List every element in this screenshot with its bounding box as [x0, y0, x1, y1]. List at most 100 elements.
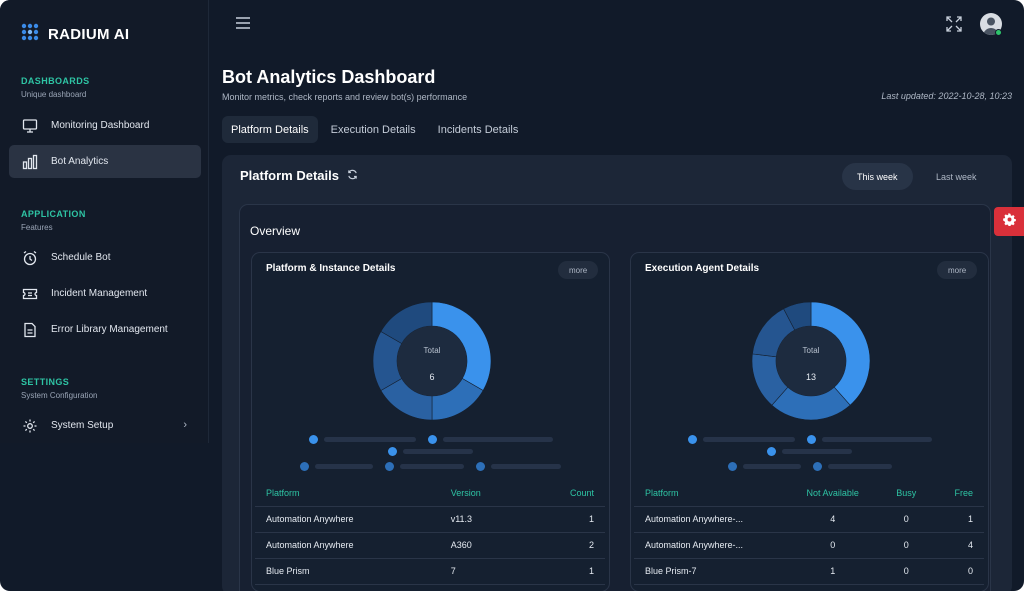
- table-header-row: Platform Version Count: [255, 480, 605, 507]
- table-cell: 0: [879, 506, 933, 533]
- legend-label: [323, 437, 416, 442]
- bar-chart-icon: [21, 153, 39, 171]
- table-row[interactable]: Blue Prism-7 1 0 0: [634, 558, 984, 585]
- legend-dot: [767, 447, 776, 456]
- legend-label: [742, 464, 801, 469]
- legend-label: [827, 464, 892, 469]
- legend-label: [491, 464, 561, 469]
- table-cell: Automation Anywhere-...: [634, 532, 786, 559]
- table-cell: Blue Prism: [255, 558, 440, 585]
- section-title-settings: SETTINGS: [21, 377, 70, 387]
- column-header[interactable]: Free: [932, 480, 984, 507]
- sidebar-item-bot-analytics[interactable]: Bot Analytics: [9, 145, 201, 178]
- tab-incidents-details[interactable]: Incidents Details: [437, 123, 519, 136]
- table-row[interactable]: Automation Anywhere-... 4 0 1: [634, 506, 984, 533]
- legend-item[interactable]: [806, 435, 932, 444]
- section-title-dashboards: DASHBOARDS: [21, 76, 90, 86]
- donut-legend: [651, 435, 968, 471]
- legend-dot: [476, 462, 485, 471]
- donut-total-label: Total: [424, 346, 441, 355]
- column-header[interactable]: Platform: [255, 480, 440, 507]
- more-button[interactable]: more: [937, 261, 978, 279]
- legend-item[interactable]: [767, 447, 852, 456]
- column-header[interactable]: Platform: [634, 480, 786, 507]
- table-cell: 1: [785, 558, 880, 585]
- donut-slice[interactable]: [380, 301, 433, 344]
- gear-icon: [21, 417, 39, 435]
- column-header[interactable]: Count: [527, 480, 605, 507]
- sidebar-item-label: Incident Management: [51, 288, 148, 299]
- legend-dot: [427, 435, 437, 444]
- sidebar-item-error-library-management[interactable]: Error Library Management: [9, 313, 201, 346]
- section-subtitle-settings: System Configuration: [21, 391, 98, 400]
- donut-total-value: 6: [429, 372, 434, 382]
- table-row[interactable]: Automation Anywhere-... 0 0 4: [634, 532, 984, 559]
- tab-execution-details[interactable]: Execution Details: [330, 123, 416, 136]
- legend-label: [400, 464, 464, 469]
- donut-total-value: 13: [806, 372, 816, 382]
- legend-label: [442, 437, 553, 442]
- sidebar-item-schedule-bot[interactable]: Schedule Bot: [9, 241, 201, 274]
- legend-item[interactable]: [388, 447, 473, 456]
- legend-dot: [806, 435, 816, 444]
- platform-donut-chart: Total 6: [372, 301, 492, 421]
- legend-label: [315, 464, 373, 469]
- table-cell: 1: [527, 558, 605, 585]
- column-header[interactable]: Version: [439, 480, 528, 507]
- panel-title-text: Platform Details: [240, 168, 339, 183]
- execution-agent-card: Execution Agent Details more Total 13 Pl…: [630, 252, 989, 591]
- refresh-icon[interactable]: [347, 168, 358, 183]
- hamburger-menu-icon[interactable]: [236, 16, 250, 34]
- legend-item[interactable]: [385, 462, 464, 471]
- table-cell: v11.3: [439, 506, 528, 533]
- fullscreen-icon[interactable]: [946, 16, 962, 37]
- legend-label: [782, 449, 852, 454]
- monitor-icon: [21, 117, 39, 135]
- sidebar-item-label: Schedule Bot: [51, 252, 111, 263]
- sidebar-item-label: Error Library Management: [51, 324, 168, 335]
- brand[interactable]: RADIUM AI: [20, 22, 129, 47]
- legend-item[interactable]: [727, 462, 801, 471]
- execution-donut-chart: Total 13: [751, 301, 871, 421]
- platform-details-panel: Platform Details This week Last week Ove…: [222, 155, 1012, 591]
- table-row[interactable]: Automation Anywhere A360 2: [255, 532, 605, 559]
- sidebar-item-label: Monitoring Dashboard: [51, 120, 150, 131]
- last-updated: Last updated: 2022-10-28, 10:23: [881, 91, 1012, 101]
- table-cell: Blue Prism-7: [634, 558, 786, 585]
- sidebar-item-system-setup[interactable]: System Setup ›: [9, 409, 201, 442]
- table-cell: 2: [527, 532, 605, 559]
- column-header[interactable]: Not Available: [785, 480, 880, 507]
- sidebar-item-label: Bot Analytics: [51, 156, 109, 167]
- settings-fab-button[interactable]: [994, 207, 1024, 236]
- more-button[interactable]: more: [558, 261, 599, 279]
- legend-item[interactable]: [427, 435, 553, 444]
- table-row[interactable]: Automation Anywhere v11.3 1: [255, 506, 605, 533]
- sidebar-item-label: System Setup: [51, 420, 114, 431]
- tab-bar: Platform Details Execution Details Incid…: [222, 116, 527, 143]
- sidebar-item-monitoring-dashboard[interactable]: Monitoring Dashboard: [9, 109, 201, 142]
- grid-dots-icon: [20, 22, 40, 47]
- table-cell: 0: [785, 532, 880, 559]
- sidebar-item-incident-management[interactable]: Incident Management: [9, 277, 201, 310]
- column-header[interactable]: Busy: [879, 480, 933, 507]
- sidebar: RADIUM AI DASHBOARDS Unique dashboard Mo…: [0, 0, 209, 443]
- page-subtitle: Monitor metrics, check reports and revie…: [222, 92, 468, 102]
- legend-item[interactable]: [300, 462, 373, 471]
- table-cell: 1: [932, 506, 984, 533]
- alarm-clock-icon: [21, 249, 39, 267]
- table-row[interactable]: Blue Prism 7 1: [255, 558, 605, 585]
- execution-agent-table: Platform Not Available Busy Free Automat…: [634, 480, 984, 585]
- legend-item[interactable]: [812, 462, 892, 471]
- online-status-dot: [995, 29, 1002, 36]
- table-cell: 1: [527, 506, 605, 533]
- legend-dot: [388, 447, 397, 456]
- this-week-button[interactable]: This week: [842, 163, 913, 190]
- last-week-button[interactable]: Last week: [936, 171, 977, 182]
- legend-item[interactable]: [476, 462, 561, 471]
- tab-platform-details[interactable]: Platform Details: [222, 116, 318, 143]
- chevron-right-icon: ›: [183, 419, 187, 431]
- legend-item[interactable]: [308, 435, 416, 444]
- legend-item[interactable]: [687, 435, 795, 444]
- legend-label: [403, 449, 473, 454]
